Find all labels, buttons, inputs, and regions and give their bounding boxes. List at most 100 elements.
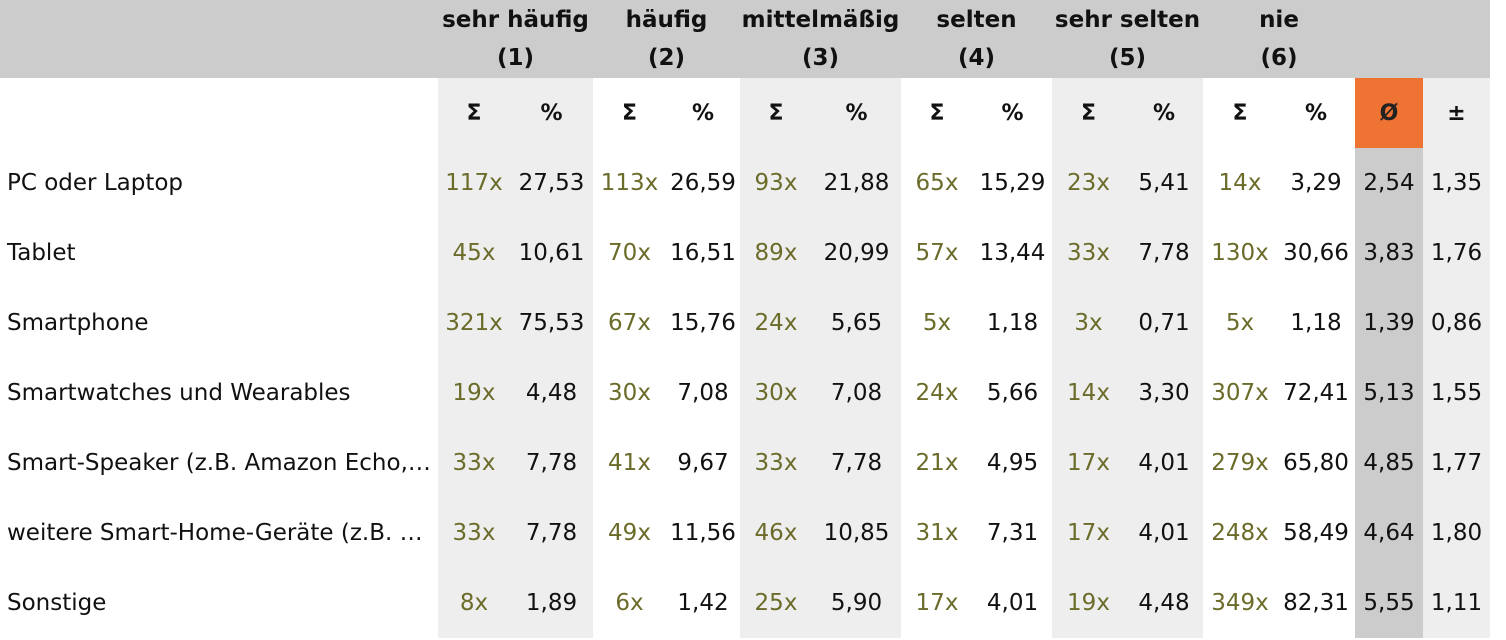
stddev-cell: 1,77: [1423, 428, 1490, 498]
percent-header: %: [812, 78, 901, 148]
group-header-5: sehr selten (5): [1052, 0, 1203, 78]
count-cell: 307x: [1211, 380, 1269, 406]
count-cell: 33x: [438, 498, 510, 568]
percent-cell: 7,31: [986, 520, 1039, 546]
count-cell: 19x: [1052, 568, 1125, 638]
stddev-header: ±: [1423, 78, 1490, 148]
percent-cell: 75,53: [510, 288, 593, 358]
count-cell: 67x: [608, 310, 651, 336]
percent-cell: 7,08: [812, 358, 901, 428]
percent-cell: 1,18: [1290, 310, 1342, 336]
sum-header: Σ: [929, 100, 945, 126]
count-cell: 33x: [438, 428, 510, 498]
header-avg-blank: [1355, 0, 1423, 78]
group-name: sehr selten: [1054, 7, 1201, 33]
mean-cell: 1,39: [1355, 288, 1423, 358]
group-name: mittelmäßig: [741, 7, 900, 33]
count-cell: 5x: [922, 310, 952, 336]
count-cell: 130x: [1211, 240, 1269, 266]
percent-cell: 26,59: [670, 170, 736, 196]
percent-header: %: [691, 100, 715, 126]
percent-cell: 5,66: [986, 380, 1039, 406]
count-cell: 57x: [915, 240, 959, 266]
count-cell: 248x: [1211, 520, 1269, 546]
group-code: (3): [801, 45, 840, 71]
count-cell: 21x: [915, 450, 959, 476]
group-code: (4): [957, 45, 996, 71]
group-code: (6): [1260, 45, 1298, 71]
percent-cell: 82,31: [1283, 590, 1349, 616]
percent-cell: 5,65: [812, 288, 901, 358]
row-label: Smartphone: [7, 310, 149, 336]
stddev-cell: 1,55: [1423, 358, 1490, 428]
count-cell: 117x: [438, 148, 510, 218]
row-label: Smart-Speaker (z.B. Amazon Echo,…: [7, 450, 431, 476]
percent-cell: 1,89: [510, 568, 593, 638]
count-cell: 17x: [1052, 428, 1125, 498]
count-cell: 65x: [915, 170, 959, 196]
group-header-6: nie (6): [1203, 0, 1355, 78]
percent-cell: 4,01: [986, 590, 1039, 616]
count-cell: 14x: [1218, 170, 1262, 196]
stddev-cell: 1,76: [1423, 218, 1490, 288]
percent-header: %: [510, 78, 593, 148]
count-cell: 24x: [740, 288, 812, 358]
row-label: Tablet: [7, 240, 76, 266]
percent-cell: 10,61: [510, 218, 593, 288]
percent-cell: 1,42: [677, 590, 729, 616]
group-name: häufig: [625, 7, 708, 33]
count-cell: 24x: [915, 380, 959, 406]
percent-cell: 7,08: [677, 380, 729, 406]
row-label: PC oder Laptop: [7, 170, 184, 196]
group-code: (1): [496, 45, 535, 71]
percent-cell: 27,53: [510, 148, 593, 218]
count-cell: 31x: [915, 520, 959, 546]
group-header-4: selten (4): [901, 0, 1052, 78]
count-cell: 23x: [1052, 148, 1125, 218]
mean-cell: 5,13: [1355, 358, 1423, 428]
header-corner: [0, 0, 438, 78]
percent-cell: 4,48: [1125, 568, 1203, 638]
count-cell: 41x: [608, 450, 651, 476]
percent-cell: 10,85: [812, 498, 901, 568]
count-cell: 17x: [1052, 498, 1125, 568]
header-sd-blank: [1423, 0, 1490, 78]
percent-header: %: [1001, 100, 1024, 126]
percent-cell: 4,48: [510, 358, 593, 428]
percent-cell: 7,78: [1125, 218, 1203, 288]
row-label: Smartwatches und Wearables: [7, 380, 351, 406]
percent-cell: 16,51: [670, 240, 736, 266]
mean-cell: 4,85: [1355, 428, 1423, 498]
count-cell: 93x: [740, 148, 812, 218]
count-cell: 3x: [1052, 288, 1125, 358]
count-cell: 89x: [740, 218, 812, 288]
percent-cell: 72,41: [1283, 380, 1349, 406]
percent-cell: 4,95: [986, 450, 1039, 476]
percent-cell: 5,41: [1125, 148, 1203, 218]
percent-cell: 65,80: [1283, 450, 1349, 476]
stddev-cell: 1,11: [1423, 568, 1490, 638]
group-header-3: mittelmäßig (3): [740, 0, 901, 78]
group-name: selten: [936, 7, 1017, 33]
count-cell: 279x: [1211, 450, 1269, 476]
sum-header: Σ: [438, 78, 510, 148]
count-cell: 49x: [608, 520, 651, 546]
percent-cell: 4,01: [1125, 428, 1203, 498]
stddev-cell: 1,35: [1423, 148, 1490, 218]
stddev-cell: 1,80: [1423, 498, 1490, 568]
percent-cell: 15,29: [979, 170, 1046, 196]
mean-header: Ø: [1355, 78, 1423, 148]
count-cell: 6x: [615, 590, 644, 616]
count-cell: 30x: [740, 358, 812, 428]
count-cell: 19x: [438, 358, 510, 428]
percent-cell: 21,88: [812, 148, 901, 218]
mean-cell: 2,54: [1355, 148, 1423, 218]
group-code: (5): [1108, 45, 1147, 71]
count-cell: 33x: [1052, 218, 1125, 288]
count-cell: 5x: [1225, 310, 1255, 336]
row-label: Sonstige: [7, 590, 107, 616]
percent-cell: 13,44: [979, 240, 1046, 266]
sum-header: Σ: [1232, 100, 1248, 126]
percent-cell: 20,99: [812, 218, 901, 288]
